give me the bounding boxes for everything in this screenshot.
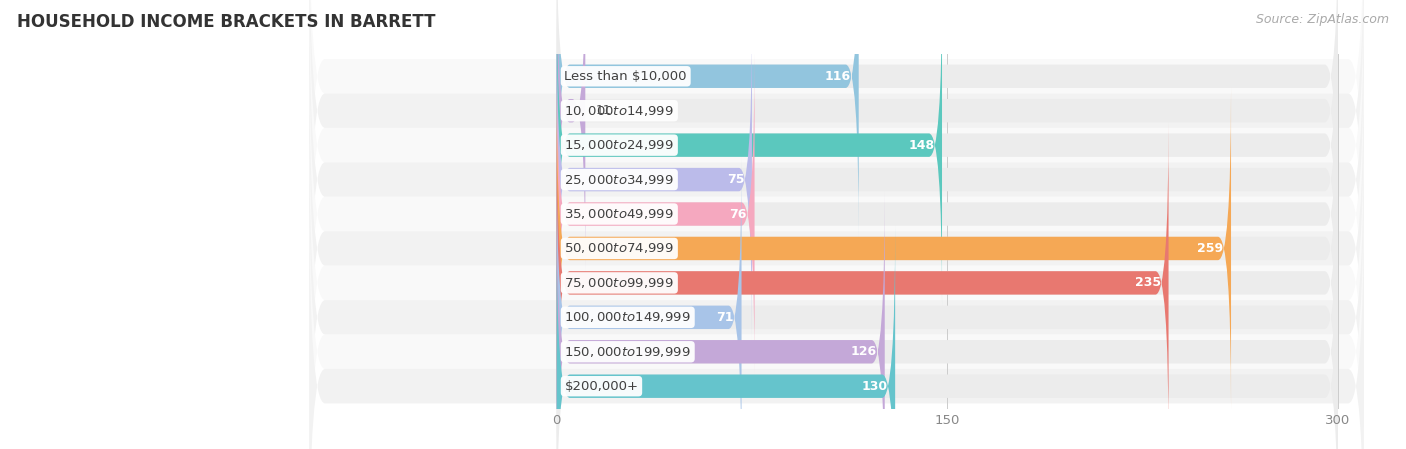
Text: 71: 71 <box>716 311 734 324</box>
Text: 116: 116 <box>825 70 851 83</box>
FancyBboxPatch shape <box>309 163 1364 449</box>
FancyBboxPatch shape <box>557 0 1337 306</box>
FancyBboxPatch shape <box>557 88 1232 409</box>
Text: $75,000 to $99,999: $75,000 to $99,999 <box>564 276 673 290</box>
FancyBboxPatch shape <box>557 88 1337 409</box>
FancyBboxPatch shape <box>557 226 896 449</box>
Text: $200,000+: $200,000+ <box>564 380 638 393</box>
Text: 76: 76 <box>730 207 747 220</box>
Text: HOUSEHOLD INCOME BRACKETS IN BARRETT: HOUSEHOLD INCOME BRACKETS IN BARRETT <box>17 13 436 31</box>
FancyBboxPatch shape <box>557 0 859 237</box>
FancyBboxPatch shape <box>557 157 1337 449</box>
FancyBboxPatch shape <box>557 53 1337 374</box>
FancyBboxPatch shape <box>309 0 1364 300</box>
Text: $35,000 to $49,999: $35,000 to $49,999 <box>564 207 673 221</box>
Text: $150,000 to $199,999: $150,000 to $199,999 <box>564 345 690 359</box>
FancyBboxPatch shape <box>557 191 884 449</box>
Text: 259: 259 <box>1197 242 1223 255</box>
FancyBboxPatch shape <box>557 0 585 271</box>
FancyBboxPatch shape <box>309 25 1364 403</box>
FancyBboxPatch shape <box>557 226 1337 449</box>
Text: $15,000 to $24,999: $15,000 to $24,999 <box>564 138 673 152</box>
FancyBboxPatch shape <box>557 53 755 374</box>
Text: Source: ZipAtlas.com: Source: ZipAtlas.com <box>1256 13 1389 26</box>
Text: Less than $10,000: Less than $10,000 <box>564 70 688 83</box>
Text: 148: 148 <box>908 139 934 152</box>
FancyBboxPatch shape <box>557 123 1168 443</box>
FancyBboxPatch shape <box>557 191 1337 449</box>
FancyBboxPatch shape <box>309 128 1364 449</box>
FancyBboxPatch shape <box>309 59 1364 438</box>
FancyBboxPatch shape <box>557 0 1337 237</box>
Text: 126: 126 <box>851 345 877 358</box>
FancyBboxPatch shape <box>309 0 1364 369</box>
FancyBboxPatch shape <box>557 0 942 306</box>
FancyBboxPatch shape <box>557 123 1337 443</box>
Text: 235: 235 <box>1135 277 1161 290</box>
FancyBboxPatch shape <box>309 93 1364 449</box>
Text: $10,000 to $14,999: $10,000 to $14,999 <box>564 104 673 118</box>
Text: 11: 11 <box>596 104 612 117</box>
FancyBboxPatch shape <box>309 0 1364 266</box>
Text: $50,000 to $74,999: $50,000 to $74,999 <box>564 242 673 255</box>
FancyBboxPatch shape <box>557 0 1337 271</box>
FancyBboxPatch shape <box>309 197 1364 449</box>
FancyBboxPatch shape <box>309 0 1364 335</box>
FancyBboxPatch shape <box>557 19 752 340</box>
Text: 75: 75 <box>727 173 744 186</box>
FancyBboxPatch shape <box>557 19 1337 340</box>
Text: $100,000 to $149,999: $100,000 to $149,999 <box>564 310 690 324</box>
Text: $25,000 to $34,999: $25,000 to $34,999 <box>564 172 673 187</box>
Text: 130: 130 <box>862 380 887 393</box>
FancyBboxPatch shape <box>557 157 741 449</box>
